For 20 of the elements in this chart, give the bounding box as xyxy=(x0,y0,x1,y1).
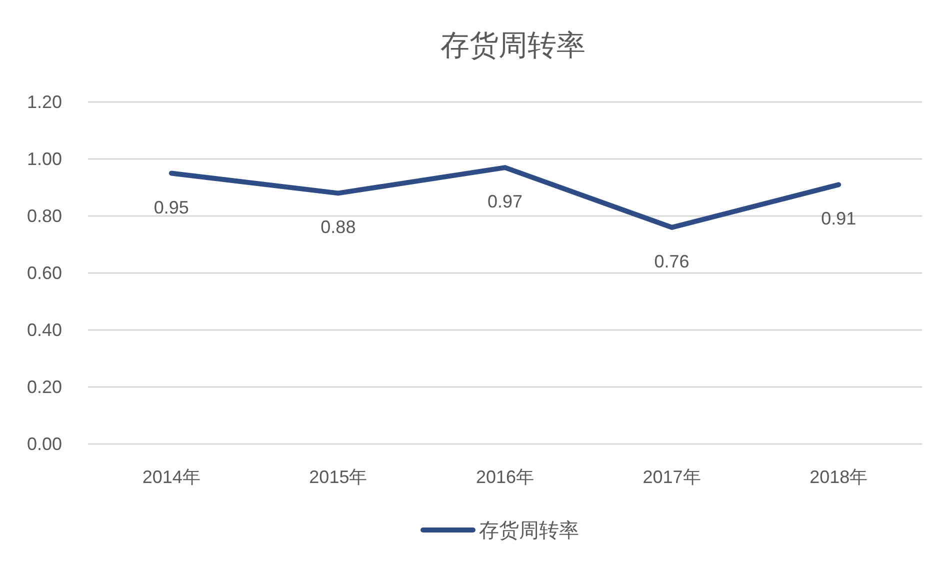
data-label: 0.95 xyxy=(154,197,189,218)
data-label: 0.88 xyxy=(320,217,356,238)
y-tick-label: 0.20 xyxy=(26,377,62,397)
y-tick-label: 0.80 xyxy=(26,206,62,226)
y-tick-label: 0.40 xyxy=(26,320,62,340)
data-label: 0.91 xyxy=(821,208,856,229)
legend-label: 存货周转率 xyxy=(479,520,579,542)
x-tick-label: 2018年 xyxy=(810,467,868,487)
y-tick-label: 1.20 xyxy=(26,92,62,112)
x-tick-label: 2015年 xyxy=(309,467,368,487)
y-tick-label: 0.60 xyxy=(26,263,62,283)
x-tick-label: 2016年 xyxy=(476,467,534,487)
y-tick-label: 0.00 xyxy=(26,434,62,454)
title: 存货周转率 xyxy=(440,30,586,62)
data-label: 0.97 xyxy=(487,192,523,212)
x-tick-label: 2014年 xyxy=(142,467,200,487)
x-tick-label: 2017年 xyxy=(642,467,701,487)
legend: 存货周转率 xyxy=(420,520,579,542)
data-label: 0.76 xyxy=(654,251,690,272)
y-tick-label: 1.00 xyxy=(26,149,62,169)
